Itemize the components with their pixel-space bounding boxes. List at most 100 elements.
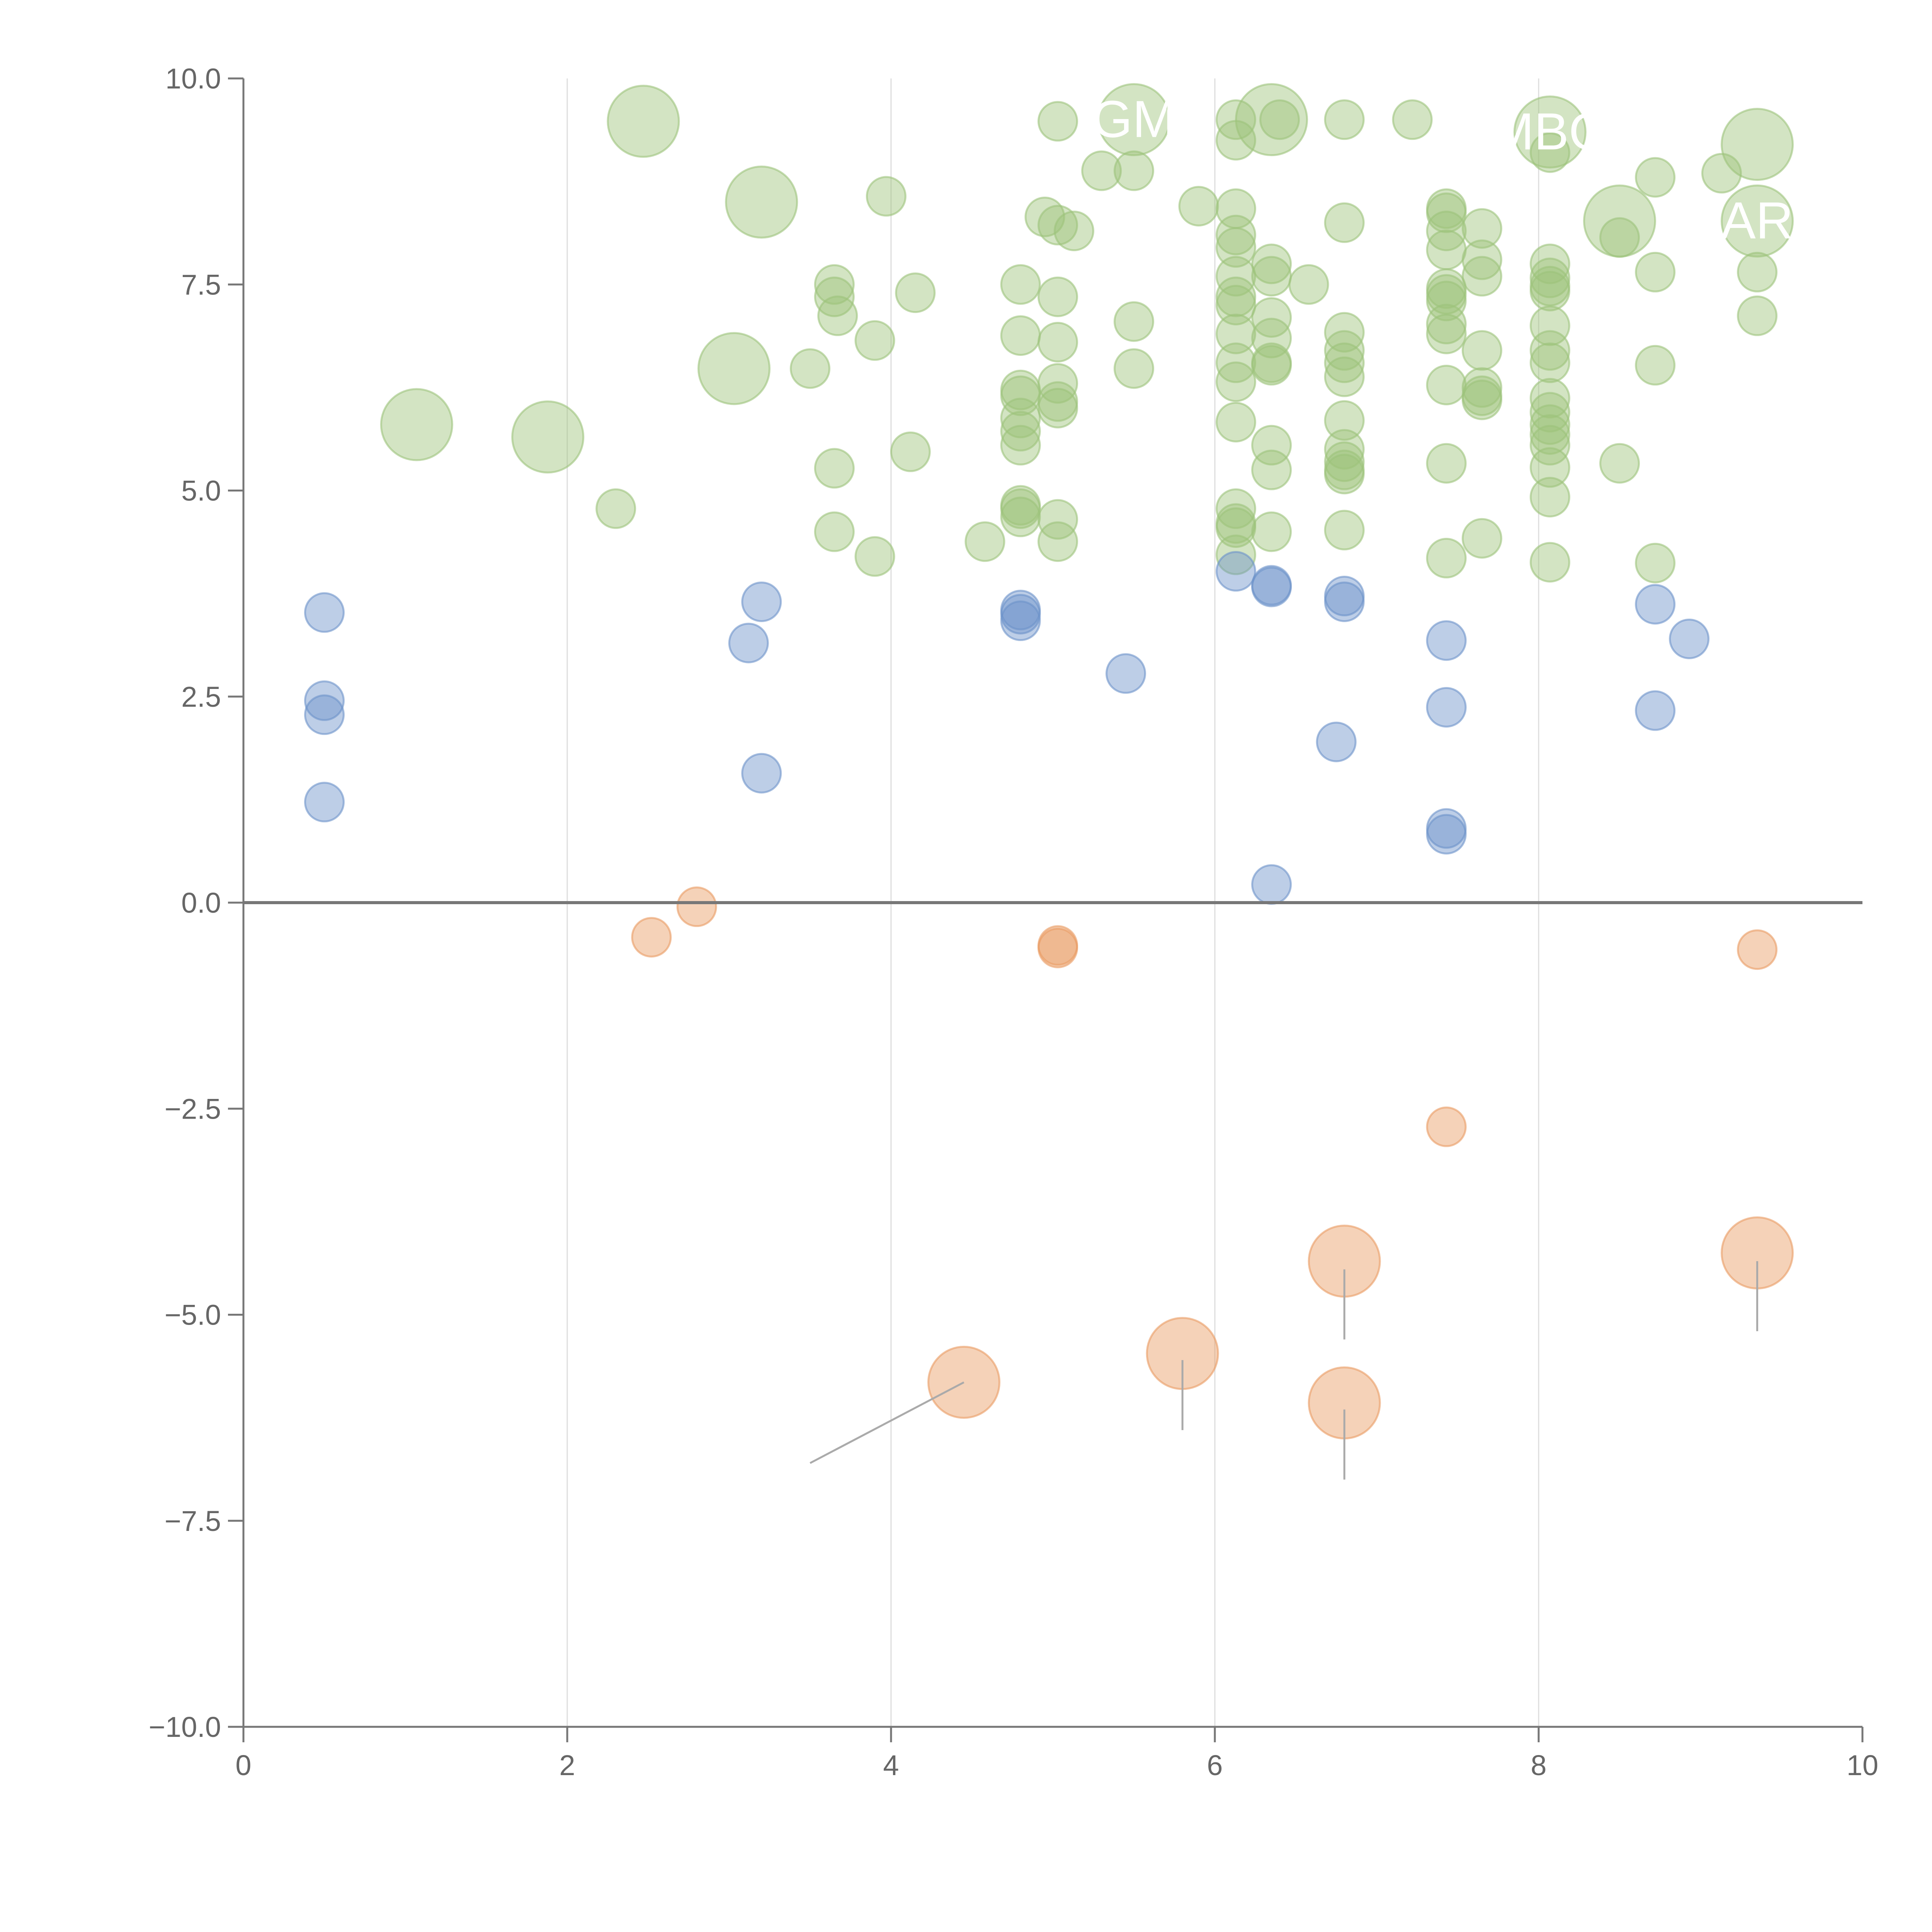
green-bubble [1426,304,1467,345]
green-bubble [817,295,858,336]
green-bubble [1037,101,1078,142]
green-bubble [1114,301,1154,342]
green-bubble [1324,99,1365,140]
green-bubble [1037,276,1078,317]
blue-bubble [304,782,345,823]
green-bubble [1215,276,1256,317]
green-bubble [1701,153,1742,194]
green-bubble [1251,345,1292,386]
blue-bubble [304,694,345,735]
x-tick-label: 0 [235,1749,251,1781]
orange-bubble [631,917,672,958]
x-tick-label: 6 [1207,1749,1223,1781]
green-bubble [511,400,585,474]
green-bubble [854,536,895,577]
green-bubble [1097,83,1170,156]
blue-bubble [1215,551,1256,592]
bubble-labels: GM MBO AR [810,90,1793,1480]
green-bubble [1461,330,1502,371]
green-bubble [1599,443,1640,484]
green-bubble [1251,297,1292,338]
green-bubble [1426,364,1467,405]
green-bubble [607,85,680,158]
green-bubble [1529,132,1570,173]
green-bubble [1529,425,1570,466]
blue-bubble [1324,581,1365,622]
green-bubble [1426,281,1467,321]
green-bubble [1259,99,1300,140]
blue-bubble [1426,620,1467,661]
green-bubble [1461,239,1502,280]
green-bubble [1529,404,1570,445]
green-bubble [1635,252,1676,293]
green-bubble [1461,518,1502,559]
blue-bubble [1635,584,1676,625]
green-bubble [1251,243,1292,284]
blue-bubble [741,581,782,622]
green-bubble [595,488,636,529]
green-bubble [814,264,855,305]
green-bubble [1000,488,1041,529]
green-bubble [1529,542,1570,583]
green-bubble [1178,186,1219,227]
y-tick-label: −10.0 [149,1711,221,1743]
green-bubble [1426,443,1467,484]
green-bubble [866,176,906,217]
x-tick-label: 10 [1847,1749,1878,1781]
green-bubble [1215,285,1256,326]
green-bubble [1461,367,1502,408]
green-bubble [964,521,1005,562]
green-bubble [1215,401,1256,442]
blue-bubble [304,680,345,721]
green-bubble [725,165,798,239]
green-bubble [1037,205,1078,246]
green-bubble [1529,270,1570,311]
orange-bubble [1037,927,1078,968]
green-bubble [1599,217,1640,258]
green-bubble [1215,361,1256,402]
green-bubble [1215,256,1256,297]
green-bubble [1215,99,1256,140]
green-bubble [1114,348,1154,389]
bubble-label: GM [1092,90,1176,148]
y-tick-label: −2.5 [165,1093,221,1125]
green-bubble [1053,211,1094,252]
green-bubble [1721,108,1794,181]
y-tick-label: 10.0 [165,63,221,95]
green-bubble [1215,227,1256,268]
green-bubble [1324,510,1365,551]
green-bubble [1251,511,1292,552]
x-tick-label: 4 [883,1749,899,1781]
orange-bubble [1426,1106,1467,1147]
green-bubble [1114,150,1154,191]
green-bubble [1529,477,1570,518]
y-tick-label: 7.5 [181,269,221,301]
green-bubble [1737,252,1778,293]
green-bubble [1000,425,1041,466]
green-bubble [1324,202,1365,243]
orange-bubble [1737,929,1778,970]
blue-bubble [728,622,769,663]
green-bubble [1529,414,1570,455]
green-bubble [1426,537,1467,578]
green-bubble [1529,257,1570,298]
green-bubble [1529,330,1570,371]
green-bubble [1215,313,1256,354]
green-bubble [1324,441,1365,482]
blue-bubble [1000,600,1041,641]
green-bubble [1324,400,1365,441]
green-bubble [380,388,453,461]
green-bubble [854,320,895,361]
green-bubble [1529,392,1570,433]
green-bubble [1513,95,1587,169]
green-bubble [1529,342,1570,383]
green-bubble [1000,315,1041,356]
blue-bubble [1251,566,1292,607]
green-bubble [890,431,931,472]
green-bubble [1324,429,1365,470]
green-bubble [697,332,771,405]
blue-bubble [1426,687,1467,728]
axes: 10.0 7.5 5.0 2.5 0.0 −2.5 −5.0 −7.5 −10.0 0 2 4 6 8 10 [149,63,1878,1781]
y-tick-label: −7.5 [165,1505,221,1537]
green-bubble [790,348,830,389]
